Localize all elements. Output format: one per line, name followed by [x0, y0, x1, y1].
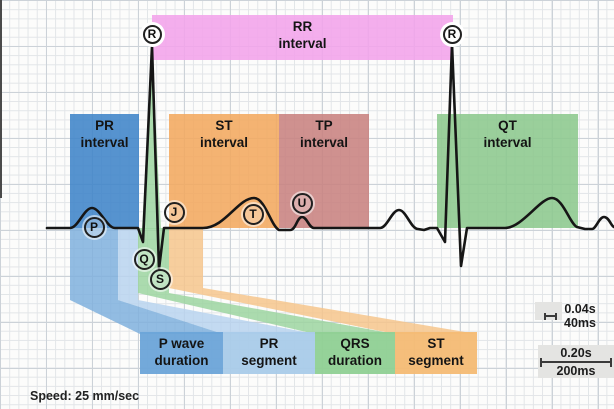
qt-interval-label: QT interval — [437, 114, 578, 151]
pr-segment-connector-band — [118, 300, 315, 334]
pr-segment-label-line2: segment — [241, 352, 297, 368]
qt-interval-label-line1: QT — [498, 118, 517, 133]
tp-interval-label: TP interval — [279, 114, 369, 151]
marker-r-2: R — [442, 24, 462, 44]
pr-interval-label-line1: PR — [95, 118, 114, 133]
st-interval-label: ST interval — [169, 114, 279, 151]
st-interval-label-line2: interval — [199, 134, 249, 150]
marker-r: R — [142, 24, 162, 44]
pr-segment-label-line1: PR — [259, 336, 279, 351]
pr-interval-label: PR interval — [70, 114, 139, 151]
qt-interval-label-line2: interval — [483, 134, 532, 150]
pr-interval-box: PR interval — [70, 114, 139, 228]
pr-interval-fill — [70, 114, 139, 228]
pr-interval-label-line2: interval — [80, 134, 129, 150]
tp-interval-box: TP interval — [279, 114, 369, 228]
p-wave-band — [70, 228, 118, 300]
st-segment-connector-band — [169, 288, 477, 334]
marker-s: S — [149, 268, 171, 290]
qt-interval-fill — [437, 114, 578, 228]
qrs-duration-label: QRS duration — [315, 332, 395, 369]
rr-interval-fill — [152, 15, 453, 60]
tp-interval-label-line1: TP — [315, 118, 333, 133]
st-segment-band — [169, 228, 203, 288]
p-wave-duration-label-line1: P wave — [158, 336, 205, 351]
qrs-duration-label-line1: QRS — [340, 336, 370, 351]
marker-p: P — [83, 216, 105, 238]
st-segment-label-line2: segment — [408, 352, 464, 368]
rr-interval-label-line1: RR — [292, 19, 313, 34]
large-scale-ruler — [540, 357, 612, 367]
tp-interval-label-line2: interval — [299, 134, 349, 150]
st-segment-box: ST segment — [395, 332, 477, 374]
ecg-waveform — [45, 42, 614, 271]
small-scale-seconds-label: 0.04s — [564, 302, 596, 316]
paper-speed-label: Speed: 25 mm/sec — [30, 389, 140, 403]
rr-interval-label-line2: interval — [278, 35, 327, 51]
p-wave-duration-fill — [140, 332, 223, 374]
pr-segment-box: PR segment — [223, 332, 315, 374]
large-scale-seconds-label: 0.20s — [560, 346, 592, 360]
st-segment-label: ST segment — [395, 332, 477, 369]
rr-interval-label: RR interval — [152, 15, 453, 52]
qrs-duration-connector-band — [138, 293, 395, 334]
st-segment-fill — [395, 332, 477, 374]
st-segment-label-line1: ST — [427, 336, 445, 351]
pr-segment-fill — [223, 332, 315, 374]
small-scale-ruler — [544, 312, 557, 320]
p-wave-connector-band — [70, 300, 223, 334]
frame-edge-line — [0, 0, 2, 198]
qrs-duration-box: QRS duration — [315, 332, 395, 374]
rr-interval-box: RR interval — [152, 15, 453, 60]
marker-j: J — [163, 201, 185, 223]
qt-interval-box: QT interval — [437, 114, 578, 228]
large-scale-ms-label: 200ms — [556, 364, 596, 378]
pr-segment-label: PR segment — [223, 332, 315, 369]
p-wave-duration-label-line2: duration — [154, 352, 209, 368]
marker-q: Q — [133, 248, 155, 270]
qrs-duration-fill — [315, 332, 395, 374]
small-scale-ms-label: 40ms — [564, 316, 596, 330]
pr-segment-band — [118, 228, 138, 300]
p-wave-duration-box: P wave duration — [140, 332, 223, 374]
st-interval-label-line1: ST — [215, 118, 233, 133]
marker-u: U — [291, 192, 313, 214]
qrs-duration-label-line2: duration — [328, 352, 382, 368]
p-wave-duration-label: P wave duration — [140, 332, 223, 369]
marker-t: T — [242, 203, 264, 225]
